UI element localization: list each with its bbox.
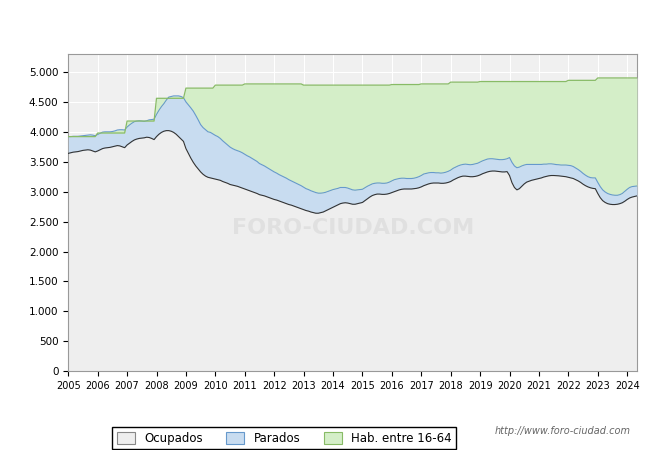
Text: FORO-CIUDAD.COM: FORO-CIUDAD.COM — [231, 219, 474, 238]
Legend: Ocupados, Parados, Hab. entre 16-64: Ocupados, Parados, Hab. entre 16-64 — [112, 427, 456, 450]
Text: Santa Margarida i els Monjos - Evolucion de la poblacion en edad de Trabajar May: Santa Margarida i els Monjos - Evolucion… — [74, 18, 576, 29]
Text: http://www.foro-ciudad.com: http://www.foro-ciudad.com — [495, 427, 630, 436]
